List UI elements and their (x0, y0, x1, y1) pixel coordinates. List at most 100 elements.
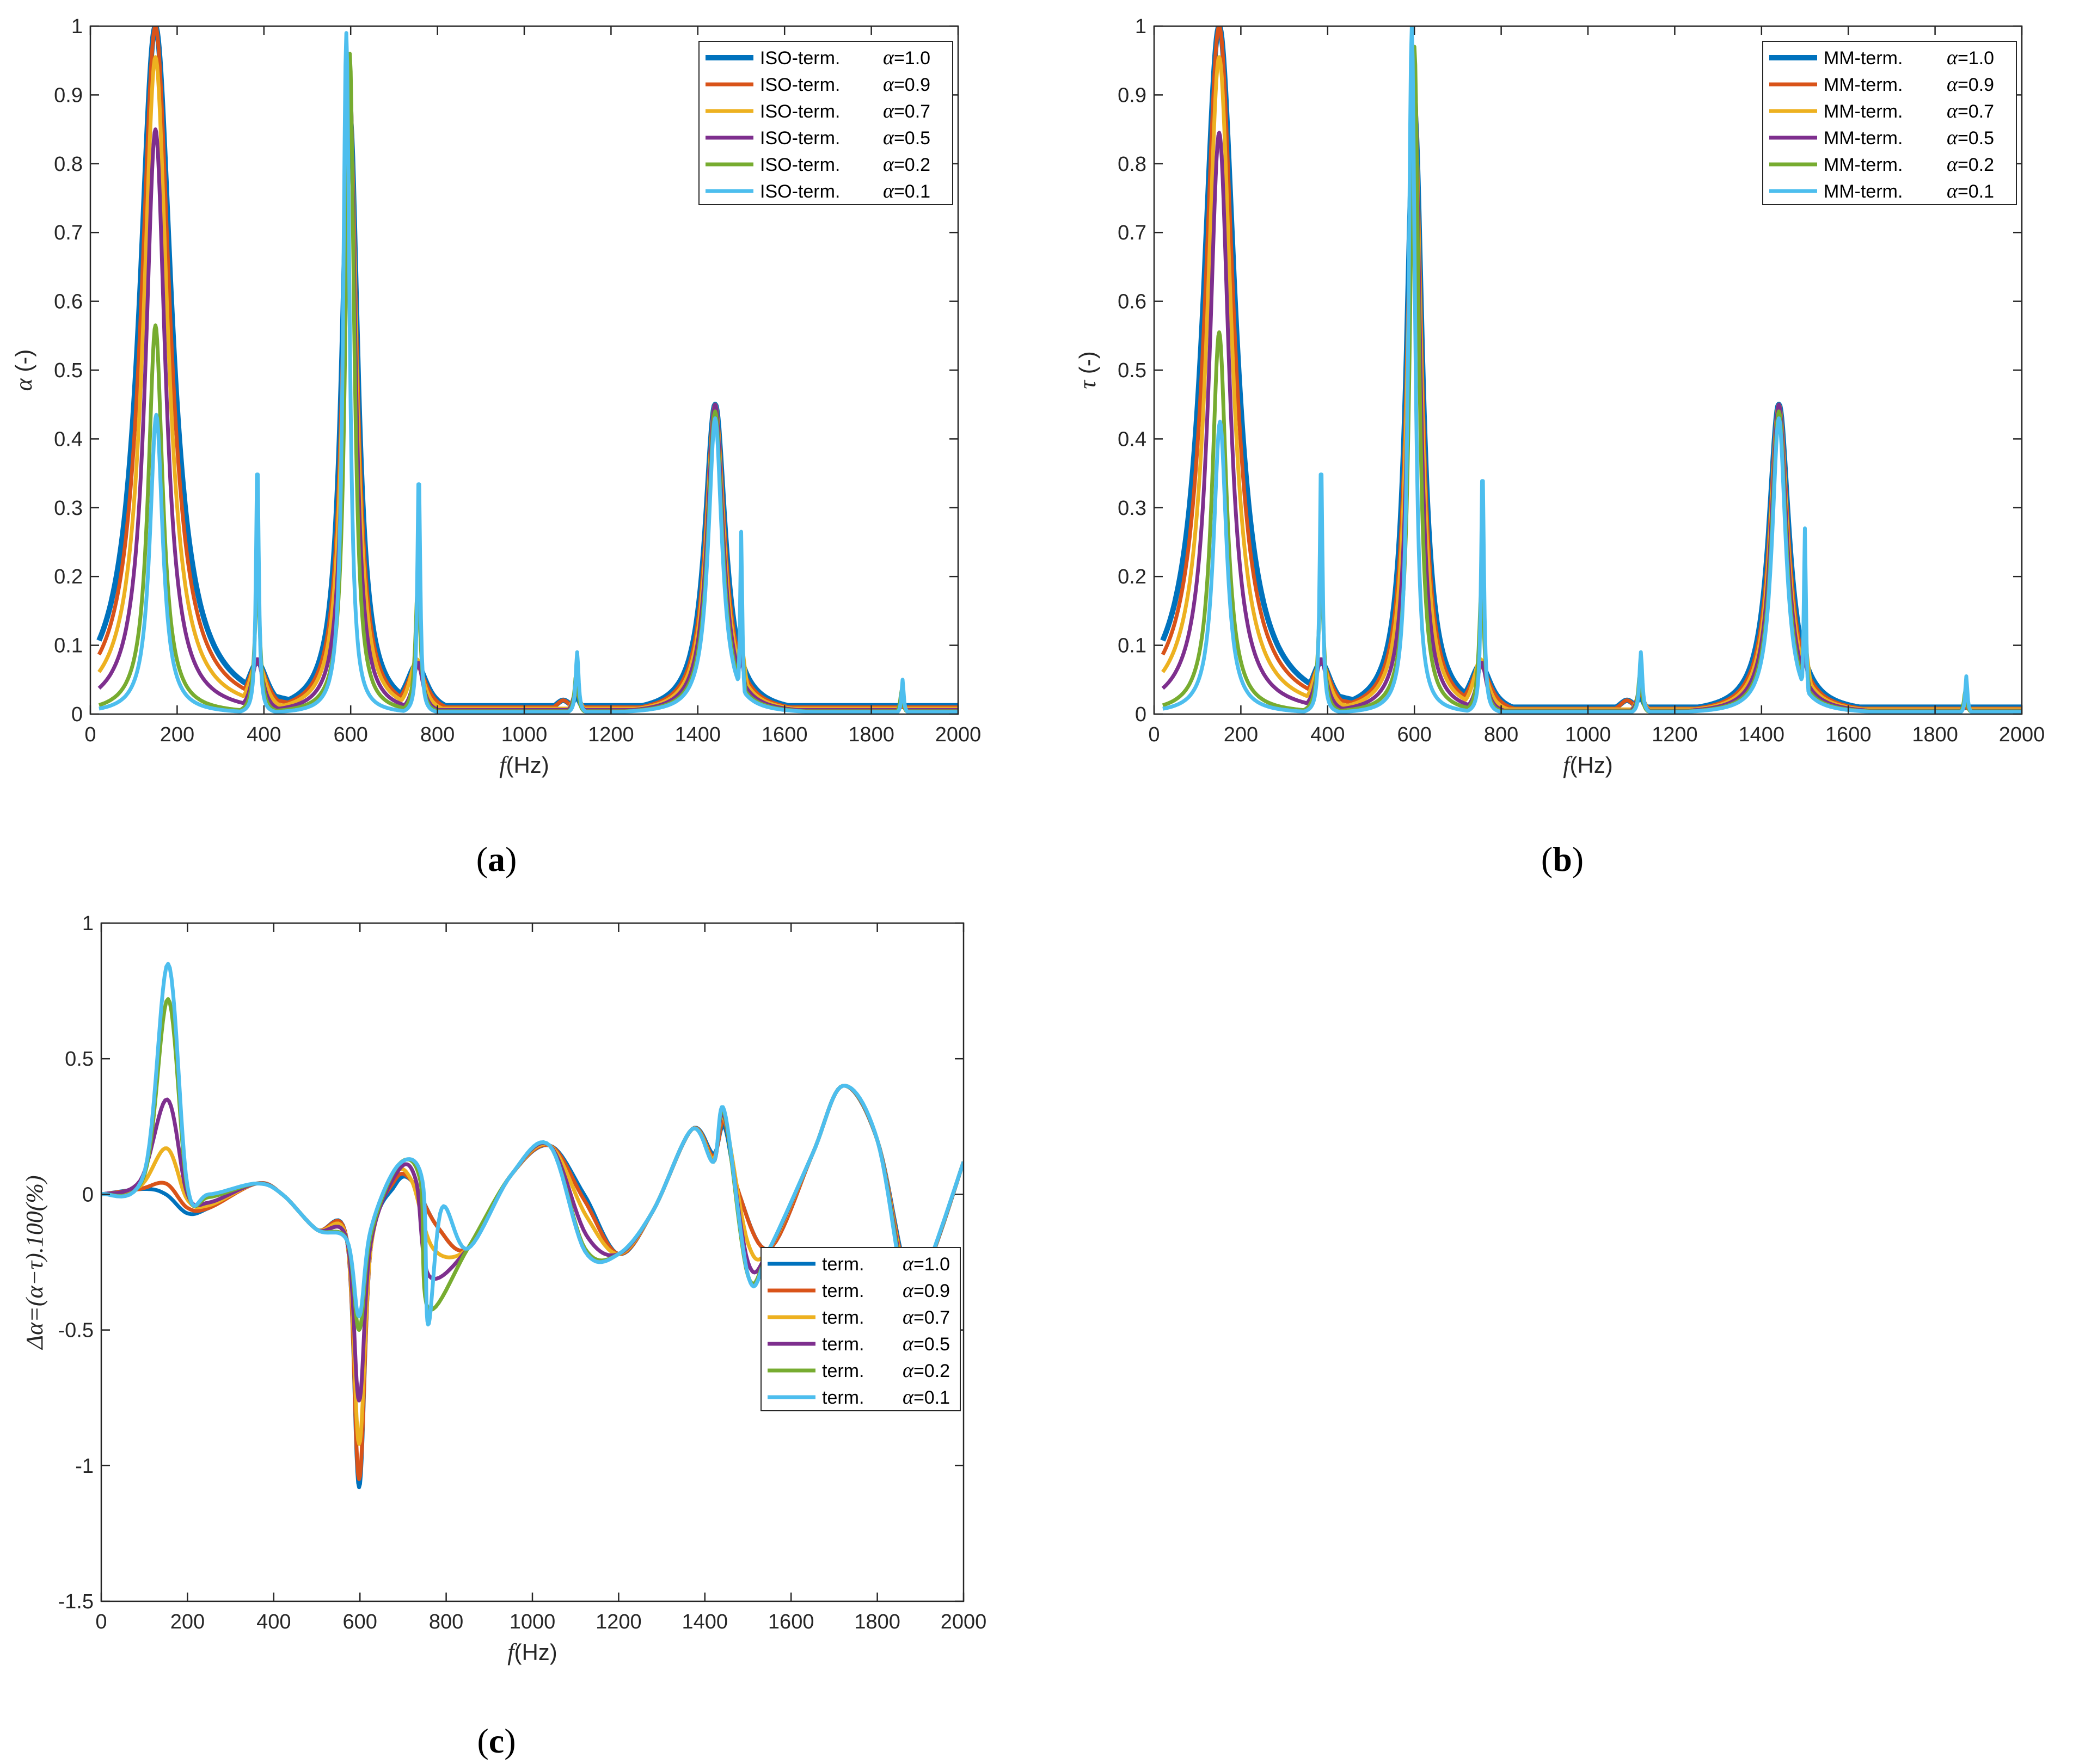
legend-label: ISO-term. (760, 155, 840, 175)
legend-value: α=0.5 (903, 1332, 950, 1355)
x-tick-label: 200 (160, 723, 194, 746)
legend-box (1762, 41, 2017, 205)
y-tick-label: 1 (82, 912, 94, 935)
x-tick-label: 2000 (935, 723, 982, 746)
y-tick-label: 0.7 (54, 222, 83, 244)
y-tick-label: -1 (75, 1455, 94, 1478)
y-axis-label: α (-) (10, 349, 37, 391)
legend-label: ISO-term. (760, 128, 840, 149)
y-tick-label: 0.3 (1118, 497, 1146, 520)
legend: MM-term. α=1.0 MM-term. α=0.9 MM-term. α=0.7 M… (1762, 41, 2017, 205)
y-tick-label: 0 (82, 1183, 94, 1206)
legend: ISO-term. α=1.0 ISO-term. α=0.9 ISO-term. α=0… (698, 41, 953, 205)
x-tick-label: 1400 (1739, 723, 1785, 746)
legend-label: MM-term. (1824, 48, 1903, 69)
x-tick-label: 1000 (501, 723, 548, 746)
x-tick-label: 800 (429, 1611, 463, 1633)
y-tick-label: 0.2 (54, 566, 83, 588)
x-tick-label: 1400 (675, 723, 721, 746)
series-group (1160, 26, 2022, 714)
legend-label: MM-term. (1824, 128, 1903, 149)
x-tick-label: 400 (1310, 723, 1345, 746)
x-tick-label: 400 (256, 1611, 291, 1633)
legend-value: α=1.0 (883, 46, 930, 69)
x-axis-label: f(Hz) (499, 752, 549, 778)
y-tick-label: 0.4 (1118, 428, 1146, 451)
x-tick-label: 2000 (1999, 723, 2045, 746)
legend: term. α=1.0 term. α=0.9 term. α=0.7 term. α=0.5… (760, 1247, 961, 1411)
y-tick-label: 1 (71, 15, 83, 38)
legend-value: α=0.9 (1947, 73, 1994, 96)
panel-b: 0 200 400 600 800 1000 1200 1400 1600 1800 2000 0 0.… (1074, 15, 2045, 878)
x-tick-label: 1800 (1912, 723, 1958, 746)
y-tick-label: 0.8 (54, 153, 83, 176)
y-tick-label: -1.5 (58, 1590, 94, 1613)
x-tick-label: 800 (1484, 723, 1518, 746)
legend-value: α=1.0 (1947, 46, 1994, 69)
legend-value: α=0.9 (883, 73, 930, 96)
x-tick-label: 800 (420, 723, 455, 746)
x-tick-label: 1400 (682, 1611, 728, 1633)
panel-c: 0 200 400 600 800 1000 1200 1400 1600 1800 2000 -1.… (21, 912, 986, 1760)
x-tick-label: 1200 (596, 1611, 642, 1633)
legend-label: term. (822, 1334, 864, 1355)
panel-a: 0 200 400 600 800 1000 1200 1400 1600 1800 2000 0 0.… (10, 15, 981, 878)
y-tick-label: 0 (1135, 703, 1146, 726)
legend-value: α=0.1 (1947, 180, 1994, 202)
y-tick-label: 0.8 (1118, 153, 1146, 176)
x-tick-label: 0 (1148, 723, 1160, 746)
y-tick-label: 0.6 (54, 291, 83, 314)
x-tick-label: 2000 (941, 1611, 987, 1633)
legend-label: ISO-term. (760, 101, 840, 122)
y-tick-label: 0.5 (1118, 359, 1146, 382)
series-line-5 (98, 31, 958, 714)
legend-label: term. (822, 1361, 864, 1381)
x-tick-label: 1000 (1565, 723, 1611, 746)
y-tick-label: 0.3 (54, 497, 83, 520)
legend-value: α=0.1 (883, 180, 930, 202)
x-tick-label: 200 (1224, 723, 1258, 746)
y-tick-label: 0.7 (1118, 222, 1146, 244)
legend-value: α=0.7 (903, 1306, 950, 1329)
x-tick-label: 1600 (1825, 723, 1872, 746)
series-line-5 (1162, 26, 2022, 714)
legend-value: α=0.2 (883, 153, 930, 176)
y-tick-label: 0.1 (54, 635, 83, 657)
x-tick-label: 1200 (1652, 723, 1698, 746)
legend-value: α=0.5 (883, 126, 930, 149)
x-tick-label: 600 (333, 723, 367, 746)
panel-caption: (a) (476, 840, 517, 878)
x-tick-label: 1000 (510, 1611, 556, 1633)
legend-value: α=0.5 (1947, 126, 1994, 149)
legend-label: ISO-term. (760, 48, 840, 69)
y-tick-label: 0.1 (1118, 635, 1146, 657)
legend-box (760, 1247, 961, 1411)
series-group (101, 962, 964, 1490)
x-tick-label: 200 (170, 1611, 205, 1633)
y-tick-label: 0.9 (1118, 84, 1146, 107)
series-group (96, 26, 958, 714)
legend-label: term. (822, 1307, 864, 1328)
x-tick-label: 0 (84, 723, 96, 746)
legend-label: term. (822, 1387, 864, 1408)
legend-label: ISO-term. (760, 75, 840, 95)
y-axis-label: Δα=(α−τ).100(%) (21, 1175, 48, 1350)
x-tick-label: 600 (342, 1611, 377, 1633)
y-tick-label: 0.4 (54, 428, 83, 451)
y-axis-label: τ (-) (1074, 351, 1101, 389)
legend-value: α=0.2 (1947, 153, 1994, 176)
y-tick-label: 1 (1135, 15, 1146, 38)
y-tick-label: 0 (71, 703, 83, 726)
x-tick-label: 1800 (854, 1611, 900, 1633)
panel-caption: (c) (477, 1722, 516, 1760)
legend-value: α=0.2 (903, 1359, 950, 1382)
x-tick-label: 1200 (588, 723, 634, 746)
legend-value: α=0.7 (883, 100, 930, 122)
legend-value: α=0.1 (903, 1386, 950, 1409)
legend-box (698, 41, 953, 205)
legend-value: α=1.0 (903, 1252, 950, 1275)
y-tick-label: -0.5 (58, 1319, 94, 1342)
legend-value: α=0.7 (1947, 100, 1994, 122)
y-tick-label: 0.6 (1118, 291, 1146, 314)
x-tick-label: 1800 (848, 723, 894, 746)
